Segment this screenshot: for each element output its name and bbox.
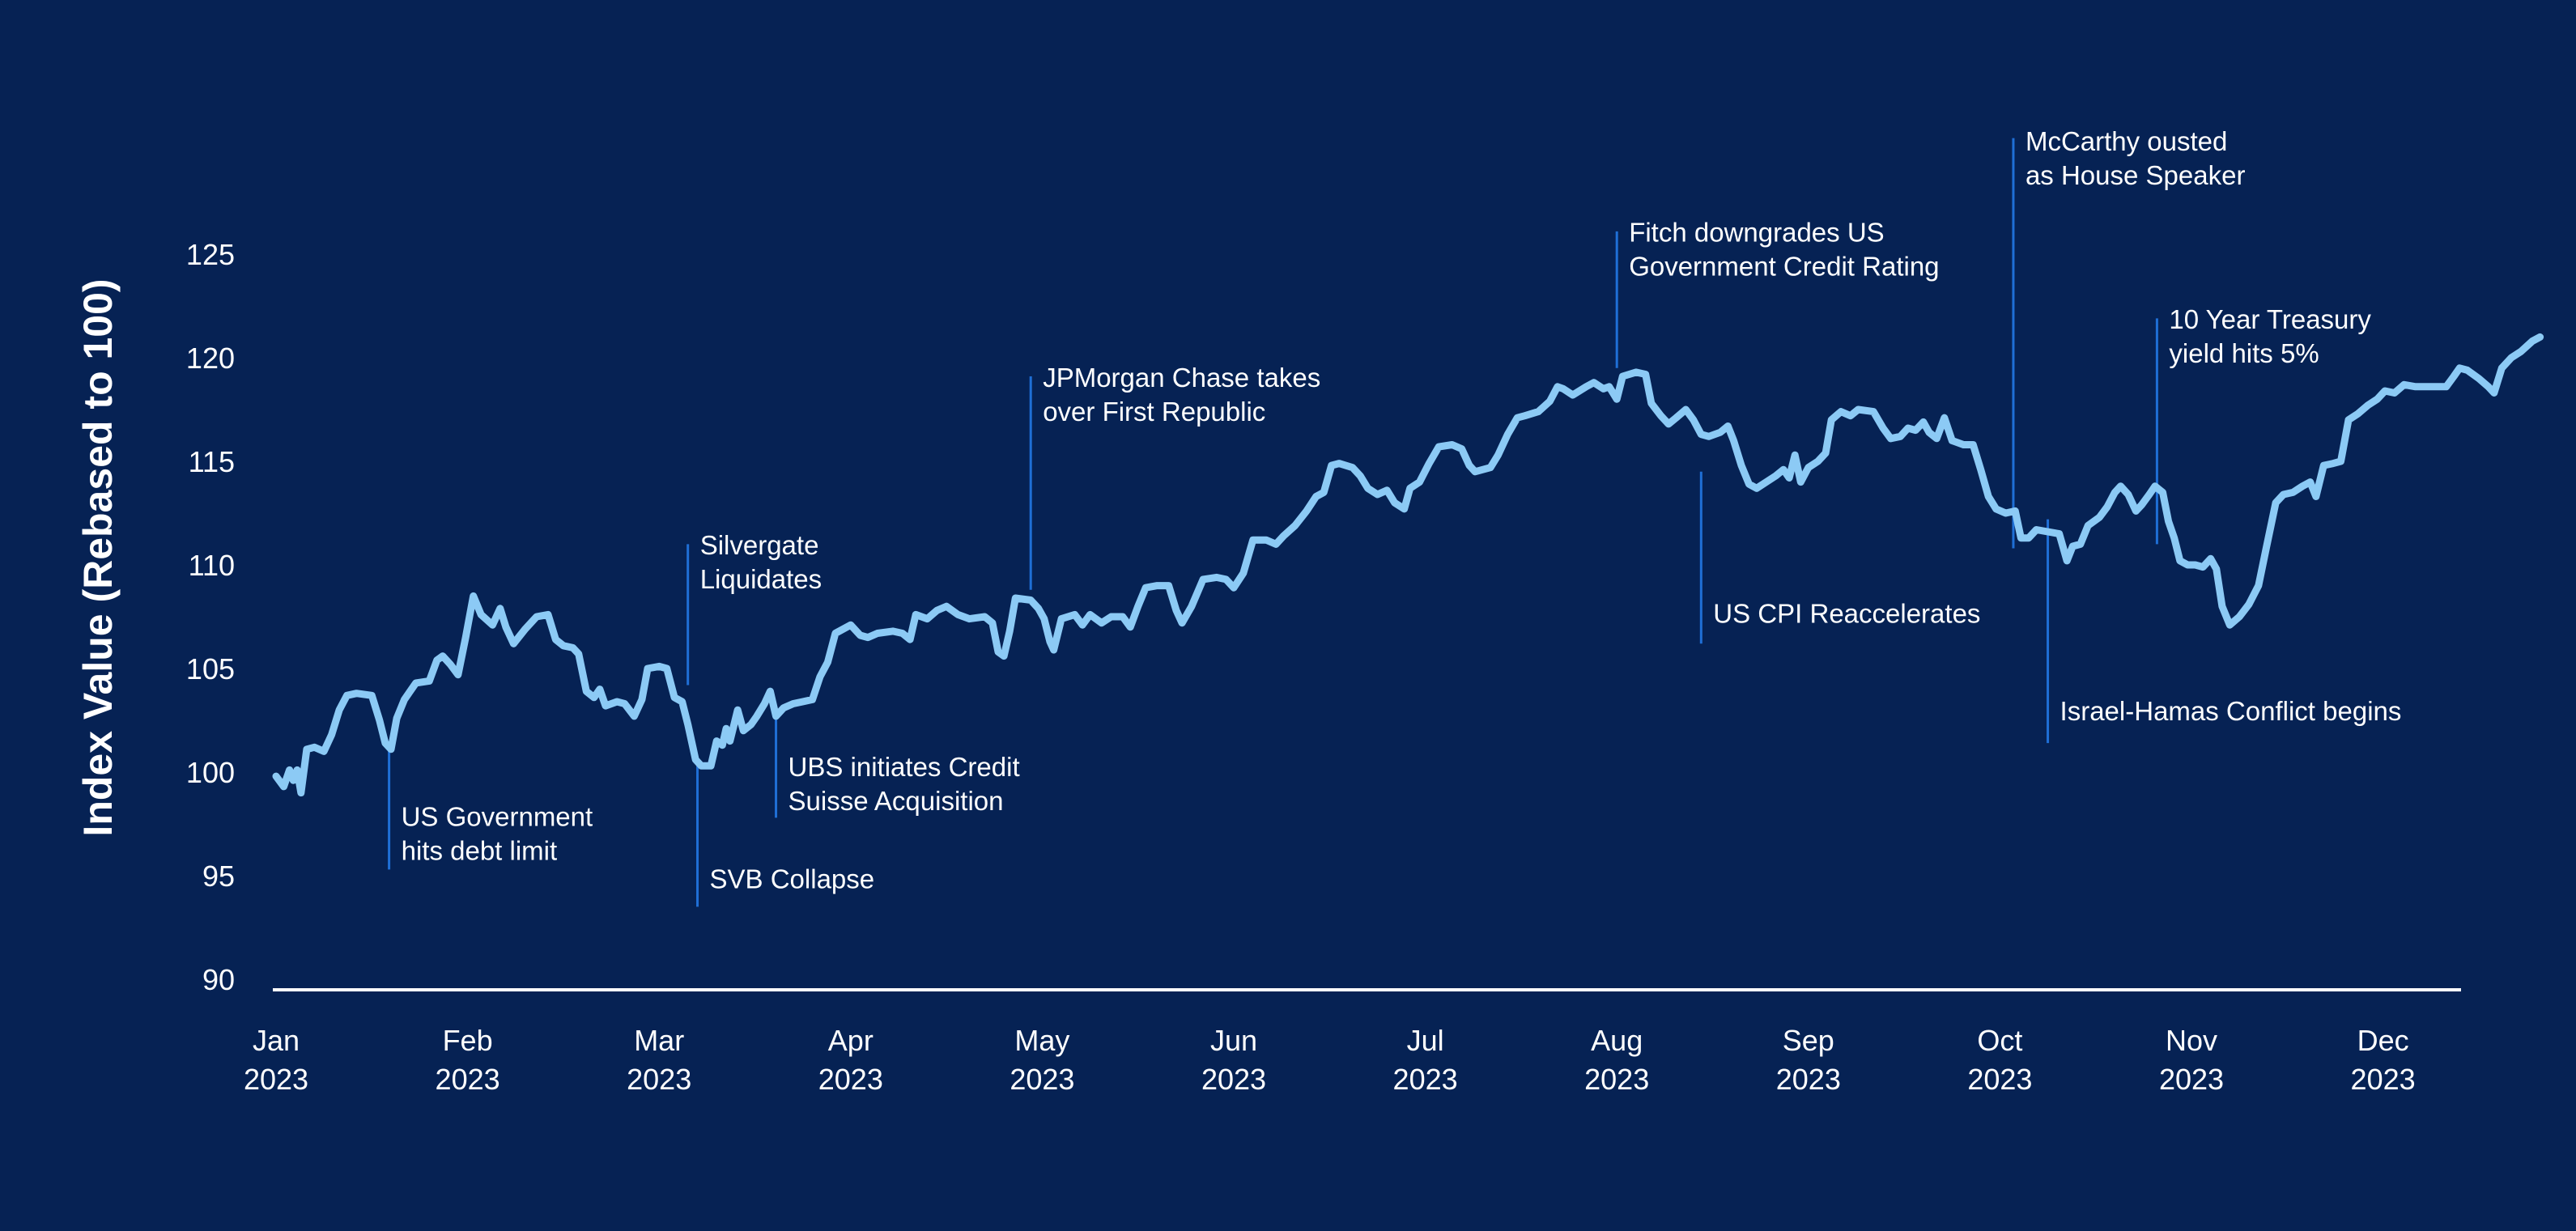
- x-tick-year: 2023: [2351, 1063, 2416, 1096]
- annotation-label: UBS initiates Credit: [789, 752, 1020, 782]
- annotation-label: US Government: [402, 802, 593, 832]
- x-tick-year: 2023: [627, 1063, 691, 1096]
- annotation-label: SVB Collapse: [710, 864, 875, 894]
- x-tick-year: 2023: [818, 1063, 883, 1096]
- index-series-line: [272, 333, 2544, 797]
- annotation-label: 10 Year Treasury: [2169, 304, 2371, 334]
- annotation-label: Silvergate: [700, 530, 819, 560]
- annotation-label: hits debt limit: [402, 836, 558, 866]
- y-tick-label: 115: [189, 445, 235, 478]
- x-tick-month: Apr: [828, 1024, 874, 1057]
- x-tick-year: 2023: [1584, 1063, 1649, 1096]
- x-tick-month: Aug: [1591, 1024, 1643, 1057]
- y-tick-label: 110: [189, 549, 235, 582]
- annotation-label: US CPI Reaccelerates: [1713, 599, 1980, 629]
- x-tick-month: Jul: [1407, 1024, 1444, 1057]
- y-tick-label: 95: [202, 860, 235, 893]
- annotation-label: JPMorgan Chase takes: [1043, 363, 1320, 393]
- x-tick-month: May: [1014, 1024, 1069, 1057]
- y-axis-title: Index Value (Rebased to 100): [75, 278, 121, 836]
- event-annotations: US Government hits debt limit Silvergate Li…: [388, 126, 2402, 907]
- x-tick-month: Mar: [634, 1024, 684, 1057]
- x-tick-year: 2023: [1776, 1063, 1841, 1096]
- annotation-label: Israel-Hamas Conflict begins: [2060, 696, 2402, 726]
- y-tick-label: 90: [202, 963, 235, 996]
- x-tick-year: 2023: [1393, 1063, 1458, 1096]
- annotation-label: Suisse Acquisition: [789, 786, 1004, 816]
- x-tick-year: 2023: [1201, 1063, 1266, 1096]
- y-axis-ticks: 90 95 100 105 110 115 120 125: [186, 238, 235, 996]
- y-tick-label: 120: [186, 342, 235, 375]
- annotation-label: Liquidates: [700, 564, 822, 594]
- y-tick-label: 125: [186, 238, 235, 271]
- annotation-label: Fitch downgrades US: [1629, 218, 1884, 248]
- annotation-label: Government Credit Rating: [1629, 252, 1939, 282]
- x-tick-year: 2023: [244, 1063, 308, 1096]
- x-tick-year: 2023: [436, 1063, 500, 1096]
- annotation-label: McCarthy ousted: [2026, 126, 2227, 156]
- x-tick-year: 2023: [1967, 1063, 2032, 1096]
- x-tick-month: Feb: [443, 1024, 493, 1057]
- annotation-label: over First Republic: [1043, 397, 1265, 427]
- x-tick-month: Jun: [1210, 1024, 1257, 1057]
- y-tick-label: 100: [186, 756, 235, 789]
- x-tick-month: Jan: [253, 1024, 300, 1057]
- annotation-label: yield hits 5%: [2169, 338, 2319, 368]
- annotation-label: as House Speaker: [2026, 160, 2246, 190]
- y-tick-label: 105: [186, 652, 235, 686]
- x-tick-year: 2023: [2159, 1063, 2224, 1096]
- x-tick-month: Dec: [2357, 1024, 2409, 1057]
- x-axis-ticks: Jan 2023 Feb 2023 Mar 2023 Apr 2023 May 2023 Jun 20…: [244, 1024, 2416, 1096]
- x-tick-year: 2023: [1010, 1063, 1074, 1096]
- x-tick-month: Sep: [1783, 1024, 1834, 1057]
- x-tick-month: Oct: [1977, 1024, 2022, 1057]
- x-tick-month: Nov: [2166, 1024, 2217, 1057]
